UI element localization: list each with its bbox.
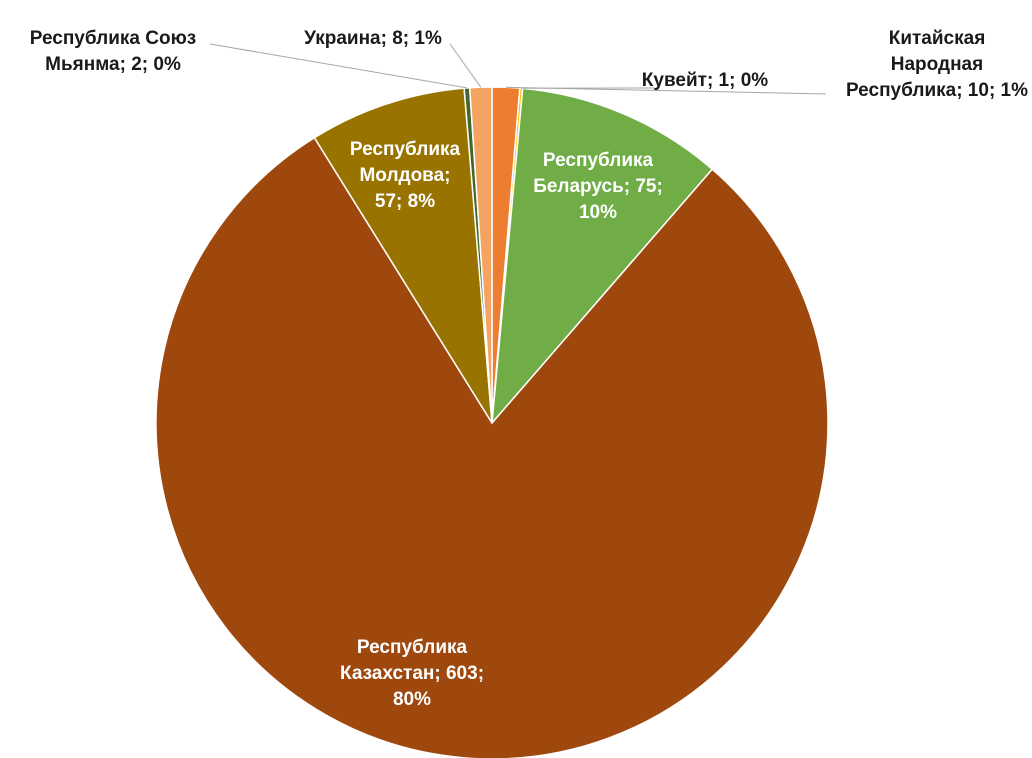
pie-slice-республика-молдова[interactable]	[313, 87, 493, 424]
data-label-республика-молдова: Республика Молдова; 57; 8%	[350, 139, 461, 212]
pie-slice-республика-беларусь[interactable]	[491, 87, 714, 426]
pie-slice-украина[interactable]	[468, 86, 493, 424]
leader-line-республика-союз-мьянма	[209, 43, 467, 89]
data-label-китайская-народная-республика: Китайская Народная Республика; 10; 1%	[846, 28, 1028, 101]
data-label-украина: Украина; 8; 1%	[304, 28, 442, 49]
data-label-республика-казахстан: Республика Казахстан; 603; 80%	[340, 637, 484, 710]
leader-line-украина	[449, 43, 482, 88]
data-label-республика-беларусь: Республика Беларусь; 75; 10%	[533, 150, 663, 223]
data-label-кувейт: Кувейт; 1; 0%	[642, 70, 768, 91]
data-label-республика-союз-мьянма: Республика Союз Мьянма; 2; 0%	[30, 28, 197, 75]
